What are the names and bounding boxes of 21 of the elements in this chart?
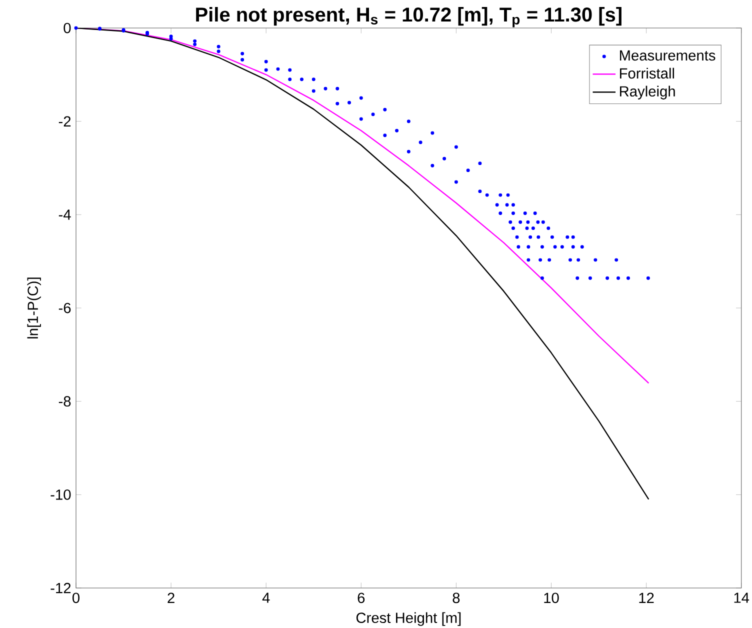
- y-tick-label: -2: [58, 116, 71, 126]
- legend-label: Measurements: [620, 50, 716, 61]
- x-axis-title: Crest Height [m]: [356, 612, 461, 626]
- y-tick-label: -6: [58, 302, 71, 314]
- x-tick-label: 10: [544, 592, 559, 604]
- x-tick-label: 6: [358, 592, 365, 604]
- x-tick-label: 2: [168, 592, 174, 603]
- chart-title: Pile not present, H$_{s}$ = 10.72 [m], T$_{p}$ = 11.30 [s]: [196, 7, 622, 28]
- y-tick-label: -12: [50, 582, 71, 594]
- y-tick-label: -8: [58, 396, 71, 407]
- legend-label: Rayleigh: [620, 86, 675, 100]
- x-tick-label: 8: [452, 592, 460, 604]
- legend-label: Forristall: [620, 68, 674, 79]
- y-tick-label: -10: [50, 489, 71, 500]
- x-tick-label: 14: [734, 592, 750, 603]
- y-tick-label: -4: [58, 210, 71, 220]
- y-tick-label: 0: [64, 22, 71, 34]
- x-tick-label: 0: [72, 592, 80, 604]
- x-tick-label: 4: [262, 592, 270, 603]
- y-axis-title: ln[1-P(C)]: [27, 278, 41, 338]
- x-tick-label: 12: [639, 592, 654, 603]
